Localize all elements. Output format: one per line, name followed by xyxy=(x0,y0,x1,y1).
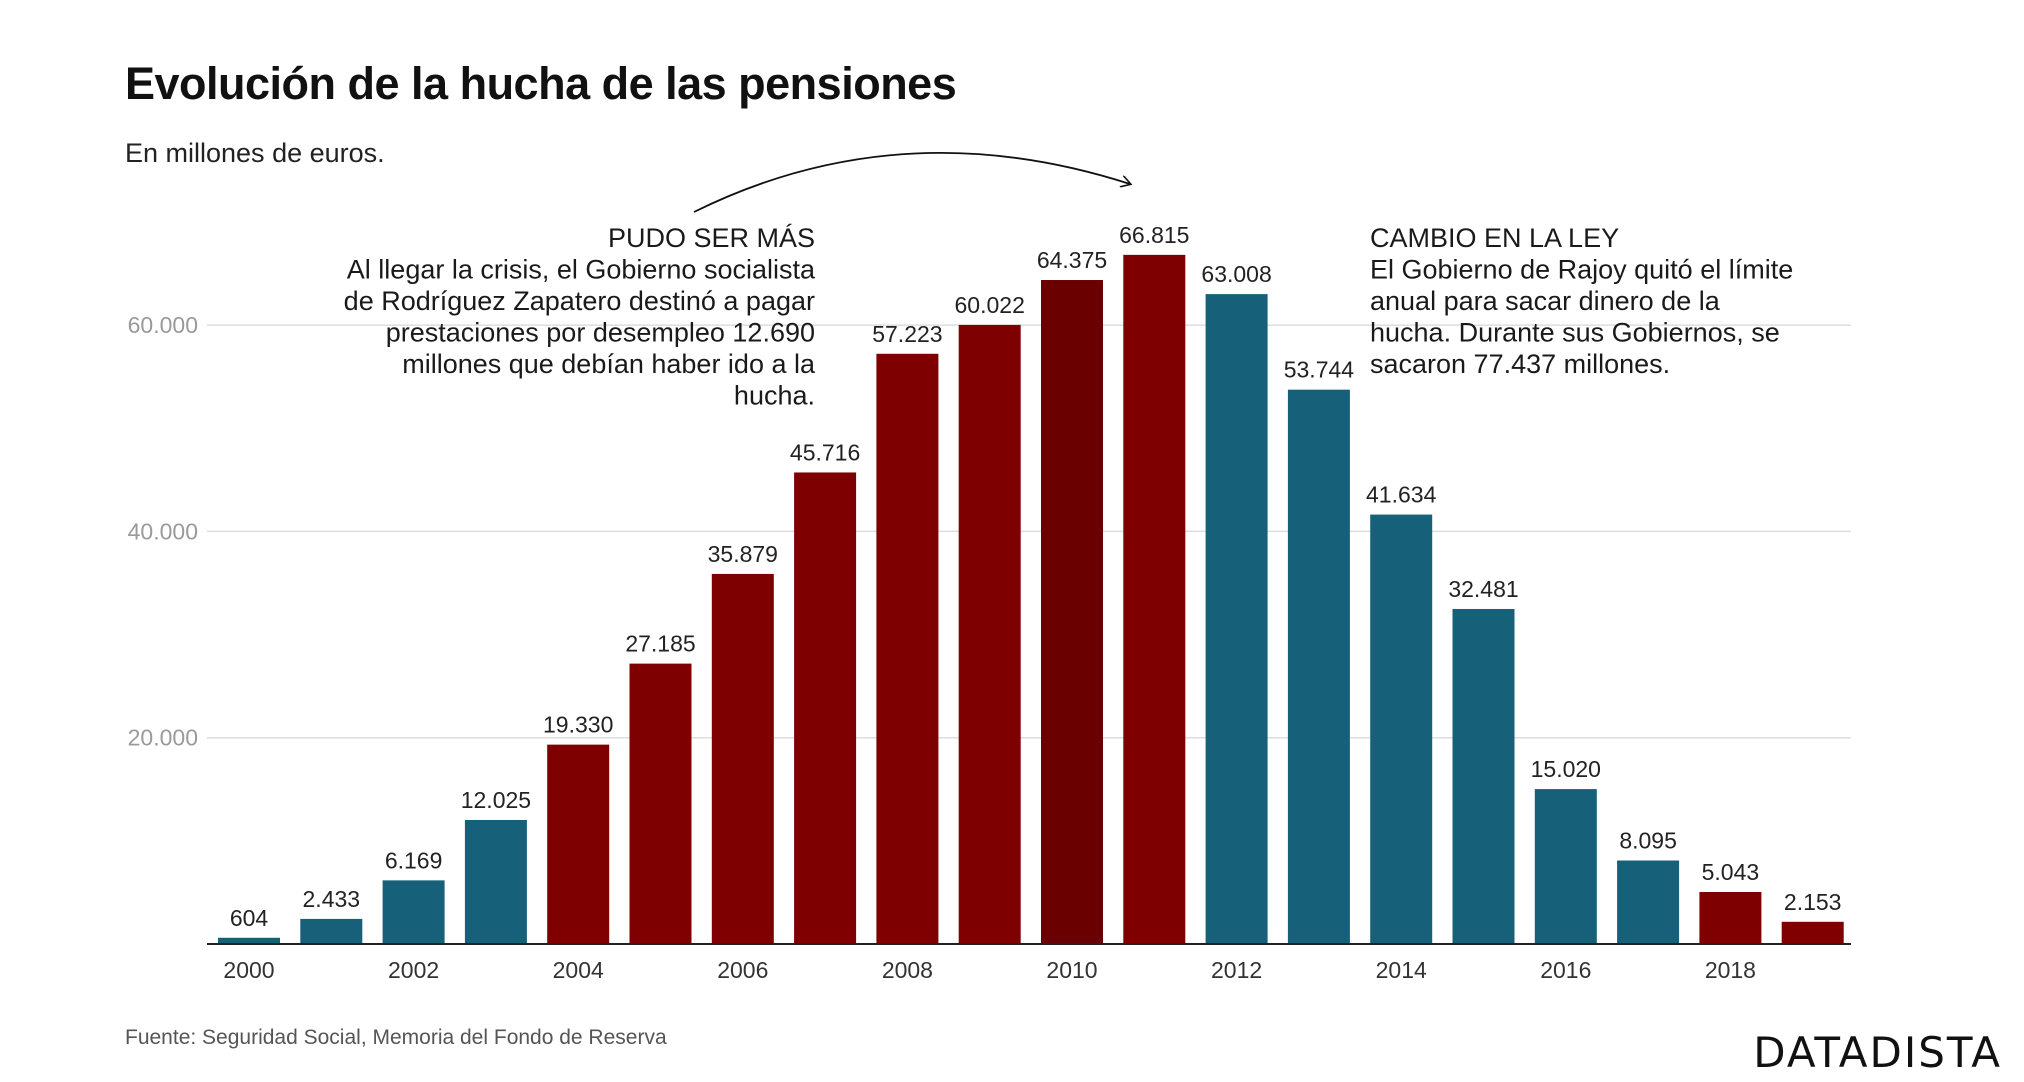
bar xyxy=(1452,608,1515,944)
data-label: 2.153 xyxy=(1784,889,1842,915)
bar xyxy=(218,937,280,944)
x-tick-label: 2014 xyxy=(1376,957,1427,983)
annotation-arrow xyxy=(693,152,1130,213)
x-tick-label: 2012 xyxy=(1211,957,1262,983)
data-label: 63.008 xyxy=(1201,261,1271,287)
data-label: 15.020 xyxy=(1531,756,1601,782)
annotation-text-line: anual para sacar dinero de la xyxy=(1370,286,1721,316)
y-tick-label: 20.000 xyxy=(128,725,198,751)
x-tick-label: 2010 xyxy=(1046,957,1097,983)
data-label: 2.433 xyxy=(303,886,361,912)
x-tick-label: 2006 xyxy=(717,957,768,983)
data-label: 12.025 xyxy=(461,787,531,813)
annotation-text-line: millones que debían haber ido a la xyxy=(402,349,816,379)
bars xyxy=(218,254,1844,945)
data-label: 6.169 xyxy=(385,847,443,873)
annotation-text-line: El Gobierno de Rajoy quitó el límite xyxy=(1370,255,1793,285)
data-label: 8.095 xyxy=(1619,828,1677,854)
annotation-title: CAMBIO EN LA LEY xyxy=(1370,223,1619,253)
annotation-text-line: Al llegar la crisis, el Gobierno sociali… xyxy=(347,255,816,285)
bar xyxy=(1041,280,1103,945)
annotation-text-line: hucha. Durante sus Gobiernos, se xyxy=(1370,318,1780,348)
bar xyxy=(629,663,692,944)
annotation-title: PUDO SER MÁS xyxy=(608,223,815,253)
bar xyxy=(464,819,527,944)
x-tick-label: 2002 xyxy=(388,957,439,983)
bar xyxy=(1205,294,1268,944)
grid-lines: 20.000 40.000 60.000 xyxy=(128,312,1851,751)
x-tick-label: 2008 xyxy=(882,957,933,983)
brand-logo: DATADISTA xyxy=(1753,1028,2002,1077)
y-tick-label: 60.000 xyxy=(128,312,198,338)
bar xyxy=(1699,891,1762,944)
axes: 2000 2002 2004 2006 2008 2010 2012 2014 2016 2018 xyxy=(207,943,1851,983)
data-label: 5.043 xyxy=(1702,859,1760,885)
data-label: 57.223 xyxy=(872,321,942,347)
data-label: 27.185 xyxy=(625,631,695,657)
data-label: 32.481 xyxy=(1448,576,1518,602)
bar xyxy=(1370,514,1433,944)
data-labels: 604 2.433 6.169 12.025 19.330 27.185 35.879 45.… xyxy=(230,222,1842,931)
bar xyxy=(547,744,610,944)
x-tick-label: 2016 xyxy=(1540,957,1591,983)
annotation-text-line: prestaciones por desempleo 12.690 xyxy=(386,318,815,348)
bar xyxy=(711,573,774,944)
bar xyxy=(300,918,363,944)
bar xyxy=(958,324,1021,944)
data-label: 60.022 xyxy=(955,292,1025,318)
data-label: 64.375 xyxy=(1037,247,1107,273)
bar xyxy=(794,472,857,944)
x-tick-label: 2000 xyxy=(223,957,274,983)
data-label: 53.744 xyxy=(1284,357,1355,383)
chart-subtitle: En millones de euros. xyxy=(125,138,385,168)
bar xyxy=(1617,860,1680,944)
bar xyxy=(1781,921,1844,944)
y-tick-label: 40.000 xyxy=(128,518,198,544)
data-label: 604 xyxy=(230,905,269,931)
annotation-text-line: de Rodríguez Zapatero destinó a pagar xyxy=(344,286,815,316)
data-label: 45.716 xyxy=(790,439,860,465)
x-tick-label: 2018 xyxy=(1705,957,1756,983)
bar xyxy=(876,353,939,944)
data-label: 35.879 xyxy=(708,541,778,567)
chart-title: Evolución de la hucha de las pensiones xyxy=(125,58,957,109)
annotation-text-line: hucha. xyxy=(734,381,815,411)
data-label: 41.634 xyxy=(1366,482,1437,508)
x-tick-label: 2004 xyxy=(553,957,604,983)
bar xyxy=(1534,789,1597,944)
bar xyxy=(1123,254,1186,944)
source-note: Fuente: Seguridad Social, Memoria del Fo… xyxy=(125,1026,667,1049)
data-label: 19.330 xyxy=(543,712,613,738)
bar xyxy=(1287,389,1350,944)
data-label: 66.815 xyxy=(1119,222,1189,248)
annotation-text-line: sacaron 77.437 millones. xyxy=(1370,349,1670,379)
bar xyxy=(382,880,445,944)
